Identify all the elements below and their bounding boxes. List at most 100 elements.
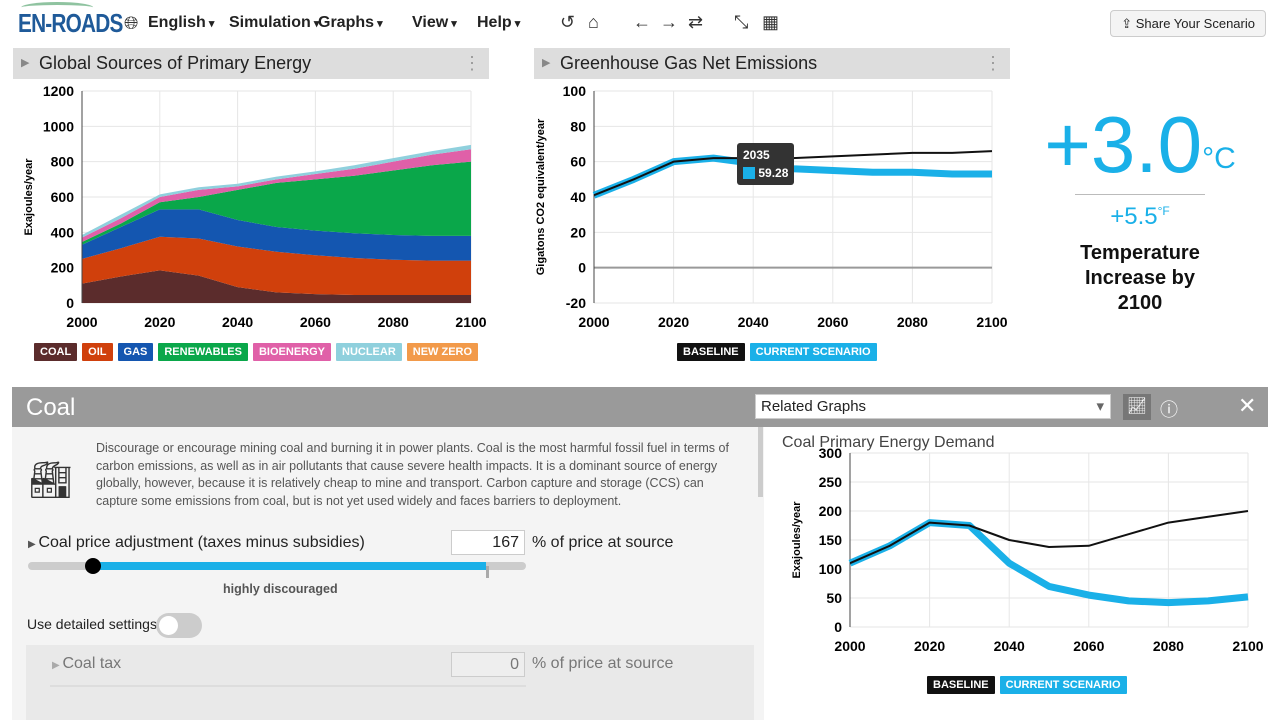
coal-price-slider[interactable] bbox=[28, 558, 526, 578]
y-tick-label: 0 bbox=[834, 619, 842, 635]
close-icon[interactable]: ✕ bbox=[1238, 393, 1257, 418]
graph-icon[interactable]: 📈︎ bbox=[1123, 394, 1151, 420]
x-tick-label: 2080 bbox=[897, 314, 928, 330]
x-tick-label: 2100 bbox=[976, 314, 1007, 330]
detailed-settings-label: Use detailed settings bbox=[27, 616, 157, 632]
area-coal bbox=[82, 270, 471, 303]
y-axis-label: Gigatons CO2 equivalent/year bbox=[535, 118, 547, 275]
area-gas bbox=[82, 209, 471, 261]
more-icon[interactable]: ⋮ bbox=[984, 53, 1002, 73]
x-tick-label: 2020 bbox=[914, 638, 945, 654]
series-baseline bbox=[849, 510, 1249, 565]
coal-tax-label-text: Coal tax bbox=[62, 655, 122, 672]
slider-thumb[interactable] bbox=[85, 558, 101, 574]
area-nuclear bbox=[82, 144, 471, 238]
slider-fill bbox=[93, 562, 486, 570]
x-tick-label: 2060 bbox=[1073, 638, 1104, 654]
slider-label[interactable]: ▶ Coal price adjustment (taxes minus sub… bbox=[28, 534, 365, 551]
fahrenheit-unit: °F bbox=[1157, 204, 1170, 218]
legend-new-zero[interactable]: NEW ZERO bbox=[406, 343, 479, 361]
y-tick-label: 60 bbox=[570, 154, 586, 170]
legend-nuclear[interactable]: NUCLEAR bbox=[336, 343, 402, 361]
legend-coal[interactable]: COAL bbox=[34, 343, 78, 361]
share-scenario-button[interactable]: ⇪ Share Your Scenario bbox=[1110, 10, 1266, 37]
slider-unit: % of price at source bbox=[532, 534, 674, 551]
x-tick-label: 2080 bbox=[378, 314, 409, 330]
coal-tax-input[interactable]: 0 bbox=[451, 652, 525, 677]
y-tick-label: 80 bbox=[570, 118, 586, 134]
slider-label-text: Coal price adjustment (taxes minus subsi… bbox=[38, 534, 365, 551]
redo-icon[interactable]: ⇄ bbox=[688, 12, 704, 32]
coal-tax-slider[interactable] bbox=[50, 685, 526, 687]
x-tick-label: 2080 bbox=[1153, 638, 1184, 654]
y-tick-label: 300 bbox=[819, 447, 843, 461]
menu-view[interactable]: View bbox=[412, 14, 457, 32]
grid-icon[interactable]: ▦ bbox=[762, 12, 780, 32]
coal-detail-panel: Coal Related Graphs 📈︎ ⓘ ✕ 🏭︎ Discourage… bbox=[12, 387, 1268, 720]
related-graph-title: Coal Primary Energy Demand bbox=[782, 434, 995, 451]
forward-arrow-icon[interactable]: → bbox=[660, 12, 678, 32]
coal-tax-unit: % of price at source bbox=[532, 655, 674, 672]
coal-tax-section: ▶ Coal tax 0 % of price at source bbox=[26, 645, 754, 720]
y-tick-label: 100 bbox=[563, 83, 587, 99]
area-bioenergy bbox=[82, 149, 471, 243]
en-roads-logo[interactable]: EN-ROADS bbox=[18, 2, 123, 38]
x-tick-label: 2040 bbox=[738, 314, 769, 330]
detail-title: Coal bbox=[26, 394, 76, 421]
share-label: Share Your Scenario bbox=[1135, 16, 1255, 31]
y-tick-label: 0 bbox=[66, 295, 74, 311]
coal-price-input[interactable]: 167 bbox=[451, 530, 525, 555]
menu-simulation[interactable]: Simulation bbox=[229, 14, 319, 32]
detailed-settings-toggle[interactable] bbox=[156, 613, 202, 638]
undo-icon[interactable]: ↺ bbox=[560, 12, 576, 32]
x-tick-label: 2100 bbox=[455, 314, 486, 330]
menu-help[interactable]: Help bbox=[477, 14, 520, 32]
legend-bioenergy[interactable]: BIOENERGY bbox=[252, 343, 331, 361]
menu-graphs[interactable]: Graphs bbox=[318, 14, 383, 32]
related-graphs-select[interactable]: Related Graphs bbox=[755, 394, 1111, 419]
scrollbar[interactable] bbox=[758, 427, 763, 497]
y-axis-label: Exajoules/year bbox=[791, 501, 803, 579]
legend-baseline[interactable]: BASELINE bbox=[677, 343, 745, 361]
y-tick-label: -20 bbox=[566, 295, 586, 311]
legend-current-scenario[interactable]: CURRENT SCENARIO bbox=[999, 676, 1127, 694]
x-tick-label: 2020 bbox=[144, 314, 175, 330]
chart-tooltip: 2035 59.28 bbox=[737, 143, 795, 185]
detail-header: Coal Related Graphs 📈︎ ⓘ ✕ bbox=[12, 387, 1268, 427]
panel-title: Global Sources of Primary Energy bbox=[39, 53, 312, 73]
y-tick-label: 250 bbox=[819, 474, 843, 490]
x-tick-label: 2040 bbox=[994, 638, 1025, 654]
energy-legend: COAL OIL GAS RENEWABLES BIOENERGY NUCLEAR NEW … bbox=[34, 343, 479, 361]
slider-status: highly discouraged bbox=[223, 582, 338, 596]
coal-tax-label[interactable]: ▶ Coal tax bbox=[52, 655, 122, 672]
coal-description: Discourage or encourage mining coal and … bbox=[96, 441, 729, 508]
y-tick-label: 100 bbox=[819, 561, 843, 577]
back-arrow-icon[interactable]: ← bbox=[633, 12, 651, 32]
y-tick-label: 0 bbox=[578, 260, 586, 276]
x-tick-label: 2060 bbox=[300, 314, 331, 330]
home-icon[interactable]: ⌂ bbox=[588, 12, 599, 32]
temperature-readout: +3.0°C +5.5°F Temperature Increase by 21… bbox=[1040, 100, 1240, 316]
legend-renewables[interactable]: RENEWABLES bbox=[158, 343, 248, 361]
more-icon[interactable]: ⋮ bbox=[463, 53, 481, 73]
legend-current-scenario[interactable]: CURRENT SCENARIO bbox=[749, 343, 877, 361]
y-tick-label: 600 bbox=[51, 189, 75, 205]
legend-gas[interactable]: GAS bbox=[117, 343, 154, 361]
temp-fahrenheit: +5.5 bbox=[1110, 203, 1158, 230]
y-tick-label: 20 bbox=[570, 224, 586, 240]
legend-baseline[interactable]: BASELINE bbox=[927, 676, 995, 694]
menu-language[interactable]: English bbox=[148, 14, 214, 32]
globe-icon: 🌐︎ bbox=[124, 13, 139, 33]
panel-header-primary-energy[interactable]: Global Sources of Primary Energy ⋮ bbox=[13, 48, 489, 79]
y-axis-label: Exajoules/year bbox=[23, 158, 35, 236]
panel-header-ghg[interactable]: Greenhouse Gas Net Emissions ⋮ bbox=[534, 48, 1010, 79]
info-icon[interactable]: ⓘ bbox=[1160, 400, 1178, 420]
temp-celsius: +3.0 bbox=[1044, 100, 1203, 189]
legend-oil[interactable]: OIL bbox=[82, 343, 113, 361]
tooltip-value: 59.28 bbox=[758, 166, 789, 180]
collapse-icon[interactable]: ⤡ bbox=[734, 12, 749, 32]
tooltip-swatch bbox=[743, 167, 755, 179]
y-tick-label: 1000 bbox=[43, 118, 74, 134]
top-nav: EN-ROADS 🌐︎ English Simulation Graphs Vi… bbox=[0, 0, 1280, 46]
